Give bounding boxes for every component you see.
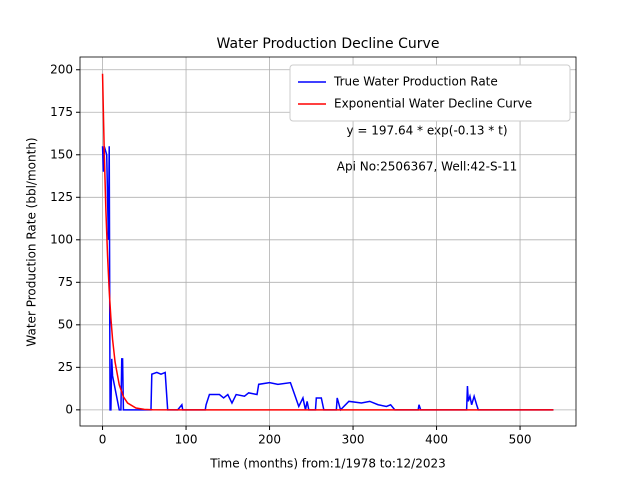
y-tick-label: 100: [50, 232, 73, 246]
y-tick-label: 150: [50, 147, 73, 161]
legend-label: Exponential Water Decline Curve: [334, 97, 532, 111]
y-tick-label: 75: [58, 275, 73, 289]
series-line: [101, 73, 554, 411]
y-tick-label: 200: [50, 62, 73, 76]
x-tick-label: 0: [99, 433, 107, 447]
y-tick-label: 25: [58, 360, 73, 374]
series-line: [101, 146, 554, 412]
annotation: Api No:2506367, Well:42-S-11: [337, 160, 517, 174]
legend-label: True Water Production Rate: [333, 75, 498, 89]
annotation: y = 197.64 * exp(-0.13 * t): [346, 124, 507, 138]
x-tick-label: 500: [509, 433, 532, 447]
y-tick-label: 0: [65, 402, 73, 416]
chart-title: Water Production Decline Curve: [217, 36, 440, 52]
plot-frame: [79, 56, 577, 427]
x-tick-label: 400: [425, 433, 448, 447]
x-tick-label: 100: [175, 433, 198, 447]
legend-box: [289, 64, 571, 122]
y-axis-label: Water Production Rate (bbl/month): [25, 137, 39, 346]
x-axis-label: Time (months) from:1/1978 to:12/2023: [209, 457, 446, 471]
y-tick-label: 175: [50, 105, 73, 119]
x-tick-label: 300: [342, 433, 365, 447]
y-tick-label: 50: [58, 317, 73, 331]
x-tick-label: 200: [258, 433, 281, 447]
y-tick-label: 125: [50, 190, 73, 204]
